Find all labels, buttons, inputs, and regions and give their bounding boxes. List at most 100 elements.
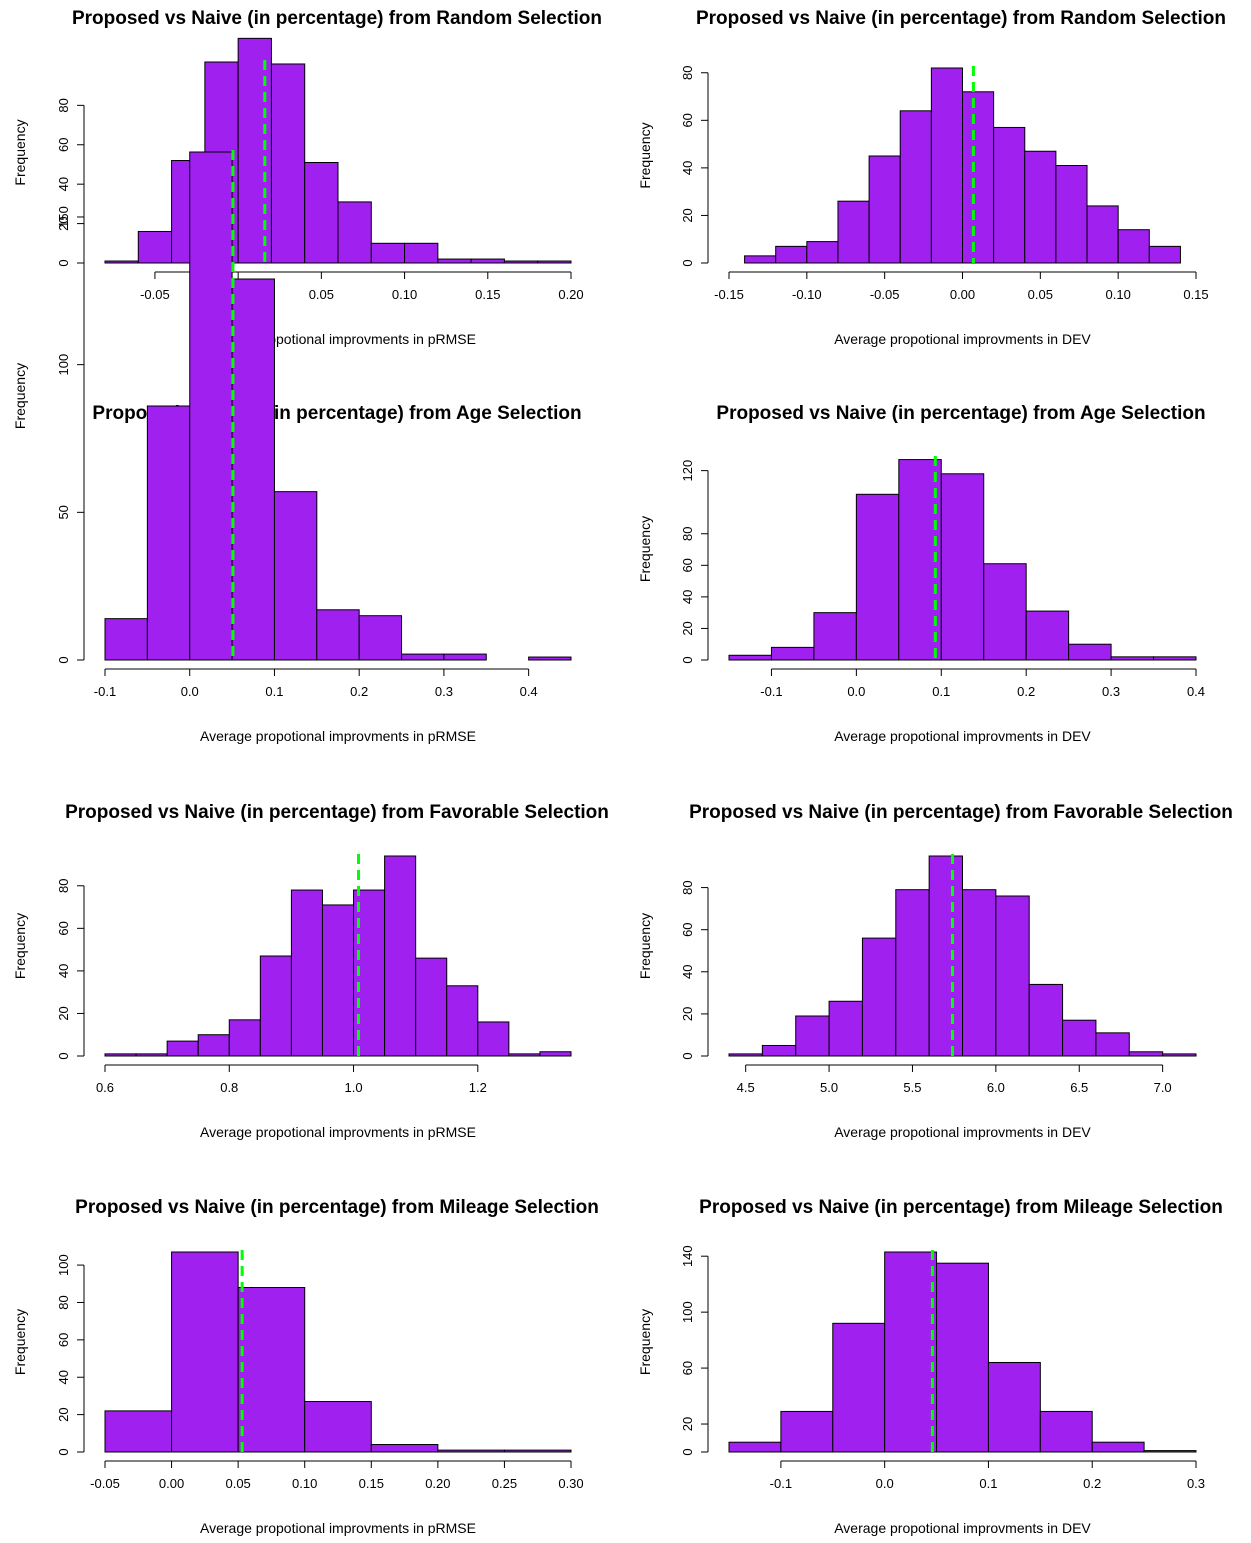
y-tick-label: 140 [680, 1245, 695, 1267]
histogram-bar [137, 230, 173, 264]
histogram-bar [1117, 229, 1150, 264]
histogram-bar [1162, 1053, 1197, 1057]
histogram-bar [780, 1410, 834, 1453]
histogram-bar [936, 1262, 989, 1453]
y-tick-label: 0 [680, 1052, 695, 1059]
histogram-bar [1086, 205, 1119, 264]
histogram-bar [832, 1322, 886, 1453]
histogram-panel-6: Proposed vs Naive (in percentage) from F… [637, 802, 1233, 1140]
histogram-bar [528, 656, 572, 661]
histogram-bar [930, 67, 963, 264]
histogram-bar [273, 491, 318, 661]
y-tick-label: 20 [680, 1417, 695, 1431]
x-tick-label: -0.15 [714, 287, 744, 302]
histogram-bar [1153, 656, 1197, 661]
x-tick-label: -0.05 [870, 287, 900, 302]
histogram-bar [104, 1410, 173, 1453]
x-tick-label: 0.15 [359, 1476, 384, 1491]
x-tick-label: 0.1 [265, 684, 283, 699]
y-axis-label: Frequency [637, 122, 653, 188]
histogram-bar [437, 1449, 505, 1453]
y-tick-label: 40 [56, 1370, 71, 1384]
histogram-panel-2: Proposed vs Naive (in percentage) from R… [637, 8, 1226, 347]
y-tick-label: 20 [56, 1407, 71, 1421]
x-tick-label: 0.4 [1187, 684, 1205, 699]
histogram-bar [1091, 1441, 1145, 1453]
y-tick-label: 100 [56, 354, 71, 376]
y-axis-label: Frequency [12, 913, 28, 979]
x-axis-label: Average propotional improvments in DEV [834, 1520, 1091, 1536]
histogram-bar [237, 1287, 306, 1453]
x-tick-label: -0.10 [792, 287, 822, 302]
histogram-bar [358, 615, 403, 661]
x-tick-label: 0.2 [1017, 684, 1035, 699]
y-tick-label: 40 [680, 590, 695, 604]
x-tick-label: 0.15 [1183, 287, 1208, 302]
histogram-bar [728, 1053, 763, 1057]
histogram-bar [770, 646, 815, 661]
y-tick-label: 80 [56, 1295, 71, 1309]
histogram-bar [728, 654, 772, 661]
histogram-bar [477, 1021, 510, 1057]
histogram-bar [1068, 643, 1112, 661]
y-tick-label: 80 [680, 66, 695, 80]
y-tick-label: 20 [680, 208, 695, 222]
y-tick-label: 0 [680, 656, 695, 663]
histogram-bar [404, 242, 439, 264]
y-tick-label: 40 [56, 177, 71, 191]
y-tick-label: 100 [680, 1301, 695, 1323]
histogram-bar [508, 1053, 541, 1057]
x-axis-label: Average propotional improvments in pRMSE [200, 1124, 476, 1140]
y-tick-label: 60 [680, 922, 695, 936]
histogram-bar [146, 405, 191, 661]
x-tick-label: 4.5 [737, 1080, 755, 1095]
histogram-panel-8: Proposed vs Naive (in percentage) from M… [637, 1197, 1223, 1536]
y-tick-label: 80 [56, 98, 71, 112]
x-tick-label: 0.30 [558, 1476, 583, 1491]
x-tick-label: 0.25 [492, 1476, 517, 1491]
histogram-bar [321, 904, 355, 1057]
y-tick-label: 0 [680, 259, 695, 266]
histogram-bar [962, 889, 997, 1057]
histogram-panel-7: Proposed vs Naive (in percentage) from M… [12, 1197, 599, 1536]
histogram-bar [370, 242, 406, 264]
x-axis-label: Average propotional improvments in DEV [834, 728, 1091, 744]
x-tick-label: 0.0 [847, 684, 865, 699]
histogram-panel-4: Proposed vs Naive (in percentage) from A… [637, 403, 1206, 744]
histogram-bar [775, 245, 808, 264]
y-tick-label: 60 [56, 921, 71, 935]
y-tick-label: 0 [56, 1052, 71, 1059]
histogram-bar [104, 618, 148, 661]
histogram-panel-1: Proposed vs Naive (in percentage) from R… [12, 8, 602, 347]
chart-title: Proposed vs Naive (in percentage) from R… [72, 8, 602, 29]
y-tick-label: 0 [56, 259, 71, 266]
x-tick-label: 0.00 [159, 1476, 184, 1491]
histogram-bar [270, 63, 306, 264]
y-tick-label: 40 [680, 161, 695, 175]
histogram-bar [503, 260, 539, 264]
y-tick-label: 60 [56, 138, 71, 152]
histogram-bar [744, 255, 777, 264]
chart-title: Proposed vs Naive (in percentage) from M… [699, 1197, 1223, 1218]
histogram-bar [446, 985, 479, 1057]
histogram-bar [503, 1449, 572, 1453]
histogram-bar [1143, 1450, 1197, 1453]
x-tick-label: -0.1 [770, 1476, 792, 1491]
x-tick-label: 0.3 [435, 684, 453, 699]
y-tick-label: 60 [680, 1361, 695, 1375]
histogram-bar [437, 258, 472, 264]
y-axis-label: Frequency [12, 119, 28, 185]
histogram-bar [884, 1251, 938, 1453]
x-tick-label: 0.3 [1187, 1476, 1205, 1491]
histogram-bar [1095, 1032, 1130, 1057]
histogram-bar [304, 1401, 372, 1453]
histogram-bar [104, 260, 139, 264]
x-tick-label: 0.1 [979, 1476, 997, 1491]
x-tick-label: 0.10 [1106, 287, 1131, 302]
x-tick-label: -0.1 [760, 684, 782, 699]
histogram-bar [761, 1044, 797, 1057]
histogram-bar [1024, 150, 1057, 264]
histogram-bar [171, 1251, 239, 1453]
histogram-bar [539, 1051, 572, 1057]
histogram-bar [993, 126, 1026, 264]
